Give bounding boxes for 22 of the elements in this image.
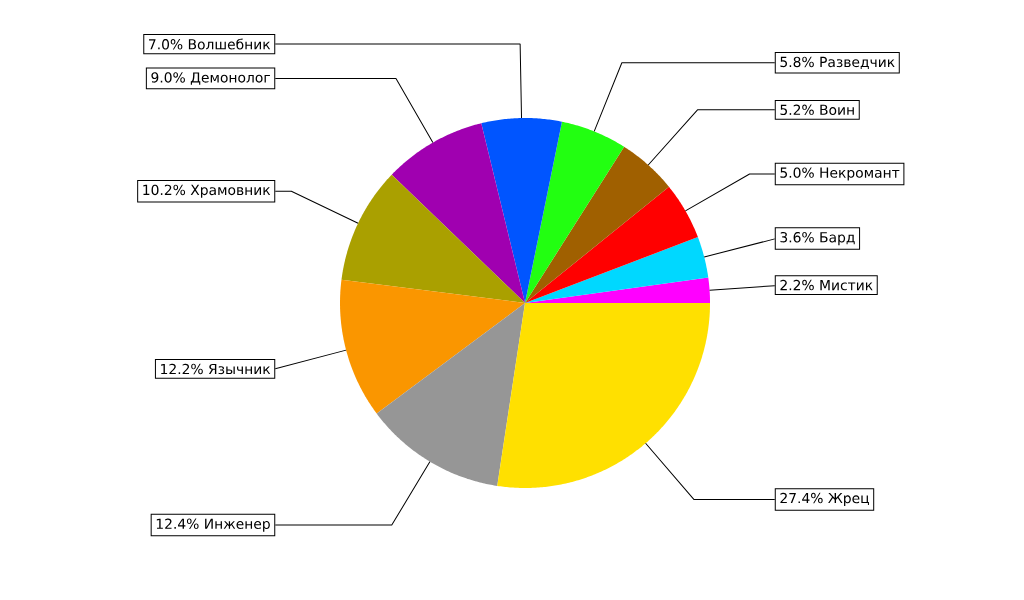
slice-label: Воин	[820, 104, 854, 116]
data-label: 12.4%	[156, 518, 199, 529]
data-label: 5.0%	[780, 167, 814, 178]
data-label: 12.2%	[161, 363, 203, 375]
data-label: 27.4%	[780, 492, 823, 504]
data-label: 5.8%	[780, 56, 814, 68]
data-label: 9.0%	[151, 72, 185, 83]
slice-label: Волшебник	[188, 38, 271, 50]
slice-label: Разведчик	[820, 56, 895, 69]
data-label: 10.2%	[143, 184, 186, 196]
slice-label: Храмовник	[190, 184, 271, 198]
slice-label: Бард	[820, 232, 855, 246]
slice-label: Жрец	[828, 493, 869, 506]
slice-label: Инженер	[205, 518, 270, 532]
slice-label: Демонолог	[190, 72, 270, 85]
data-label: 3.6%	[780, 232, 814, 243]
slice-label: Язычник	[208, 363, 271, 375]
data-label: 5.2%	[780, 104, 814, 116]
slice-label: Мистик	[820, 280, 873, 291]
data-label: 7.0%	[149, 39, 183, 50]
data-label: 2.2%	[780, 279, 814, 291]
slice-label: Некромант	[820, 167, 900, 181]
